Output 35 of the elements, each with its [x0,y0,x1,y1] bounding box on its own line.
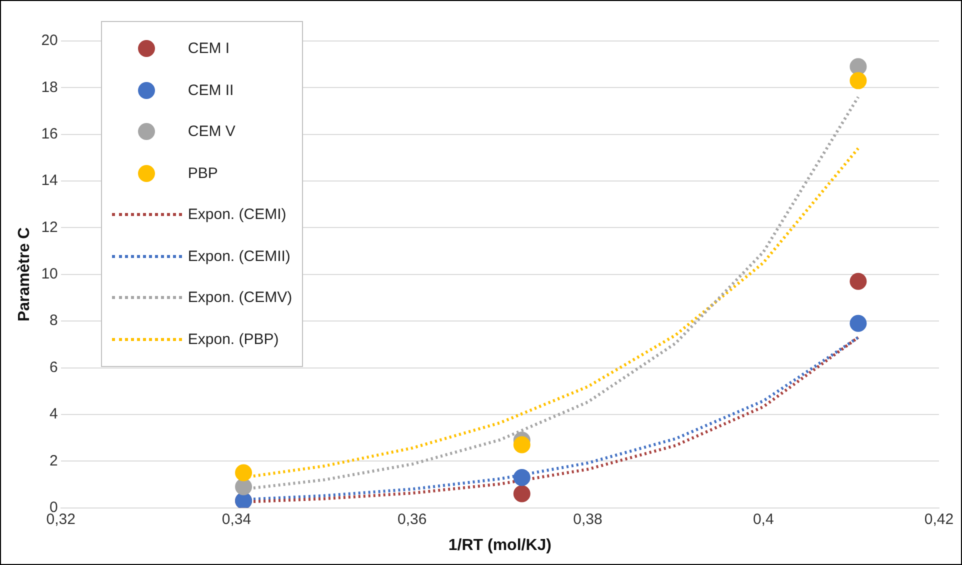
x-tick-label: 0,42 [924,510,954,528]
legend-label: CEM II [188,82,234,99]
point [850,72,867,90]
y-tick-label: 8 [50,312,58,330]
y-tick-label: 4 [50,406,58,423]
point [235,464,252,482]
legend-label: Expon. (CEMI) [188,206,286,224]
y-tick-label: 14 [41,172,58,190]
y-tick-label: 16 [41,126,58,142]
point [513,436,530,454]
point [850,58,867,76]
x-tick-label: 0,4 [752,510,774,528]
point [850,314,867,332]
x-tick-label: 0,32 [46,510,76,528]
legend-label: Expon. (PBP) [188,330,279,348]
point [235,478,252,496]
y-tick-label: 6 [50,358,58,376]
y-tick-label: 10 [41,266,58,283]
x-tick-label: 0,38 [573,510,602,528]
legend-label: PBP [188,164,218,182]
y-tick-label: 12 [41,218,58,236]
legend-label: CEM I [188,40,230,58]
y-axis-title: Paramètre C [16,226,34,322]
point [513,468,530,486]
y-tick-label: 2 [50,452,58,470]
point [850,272,867,290]
legend-label: Expon. (CEMII) [188,248,290,265]
y-tick-label: 20 [41,32,58,50]
legend-label: CEM V [188,123,236,140]
x-axis-title: 1/RT (mol/KJ) [448,536,552,554]
legend-label: Expon. (CEMV) [188,289,292,306]
y-tick-label: 18 [41,78,58,96]
x-tick-label: 0,34 [222,510,252,528]
point [513,485,530,502]
x-tick-label: 0,36 [398,510,427,528]
